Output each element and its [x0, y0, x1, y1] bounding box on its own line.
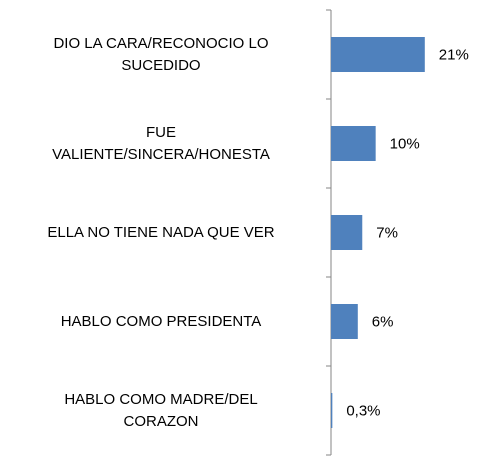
bar	[331, 37, 425, 72]
bar	[331, 215, 363, 250]
category-label: FUE VALIENTE/SINCERA/HONESTA	[52, 123, 270, 163]
bar	[331, 393, 333, 428]
value-label: 6%	[371, 313, 394, 330]
category-label: HABLO COMO PRESIDENTA	[60, 312, 262, 330]
bar	[331, 126, 376, 161]
category-label: DIO LA CARA/RECONOCIO LO SUCEDIDO	[53, 34, 269, 74]
category-label: HABLO COMO MADRE/DEL CORAZON	[64, 390, 258, 430]
category-label: ELLA NO TIENE NADA QUE VER	[47, 223, 275, 241]
value-label: 7%	[376, 224, 398, 241]
value-label: 10%	[389, 135, 420, 152]
bar	[331, 304, 358, 339]
value-label: 21%	[438, 46, 469, 63]
value-label: 0,3%	[346, 402, 381, 419]
